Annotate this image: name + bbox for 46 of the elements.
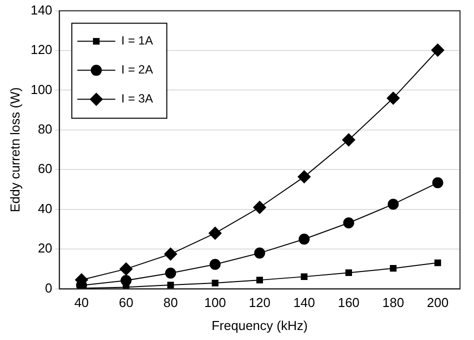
point	[342, 133, 356, 146]
point	[212, 280, 218, 286]
point	[343, 217, 354, 228]
y-tick-label: 120	[30, 42, 52, 58]
point	[345, 269, 352, 276]
point	[388, 198, 399, 210]
x-tick-label: 80	[163, 295, 178, 310]
y-tick-label: 0	[45, 280, 52, 296]
legend-label: I = 1A	[121, 34, 153, 48]
point	[256, 276, 263, 284]
point	[210, 258, 221, 270]
x-tick-label: 40	[74, 295, 89, 310]
x-tick-label: 140	[293, 295, 316, 310]
legend-label: I = 3A	[121, 92, 153, 106]
point	[434, 259, 442, 266]
point	[167, 282, 174, 288]
point	[432, 177, 444, 188]
y-tick-label: 60	[38, 161, 52, 176]
point	[253, 200, 266, 214]
x-tick-label: 200	[426, 295, 449, 310]
point	[390, 265, 397, 272]
point	[254, 248, 266, 259]
y-tick-label: 80	[38, 122, 52, 137]
x-tick-label: 60	[118, 295, 134, 310]
point	[164, 248, 178, 261]
point	[386, 92, 400, 105]
y-tick-label: 140	[30, 2, 52, 18]
point	[298, 170, 311, 184]
point	[120, 262, 133, 276]
point	[431, 44, 444, 57]
y-tick-label: 100	[30, 82, 52, 97]
x-tick-label: 180	[382, 295, 404, 310]
legend-label: I = 2A	[121, 62, 153, 77]
point	[298, 234, 310, 245]
point	[165, 268, 176, 279]
x-tick-label: 120	[248, 295, 270, 310]
point	[120, 274, 132, 286]
y-tick-label: 20	[38, 240, 52, 256]
point	[208, 226, 222, 240]
point	[300, 273, 308, 280]
x-axis-title: Frequency (kHz)	[212, 318, 308, 333]
x-tick-label: 100	[204, 295, 226, 310]
y-axis-title: Eddy curretn loss (W)	[7, 87, 22, 212]
y-tick-label: 40	[38, 200, 52, 216]
point	[122, 284, 130, 289]
x-tick-label: 160	[338, 295, 360, 310]
